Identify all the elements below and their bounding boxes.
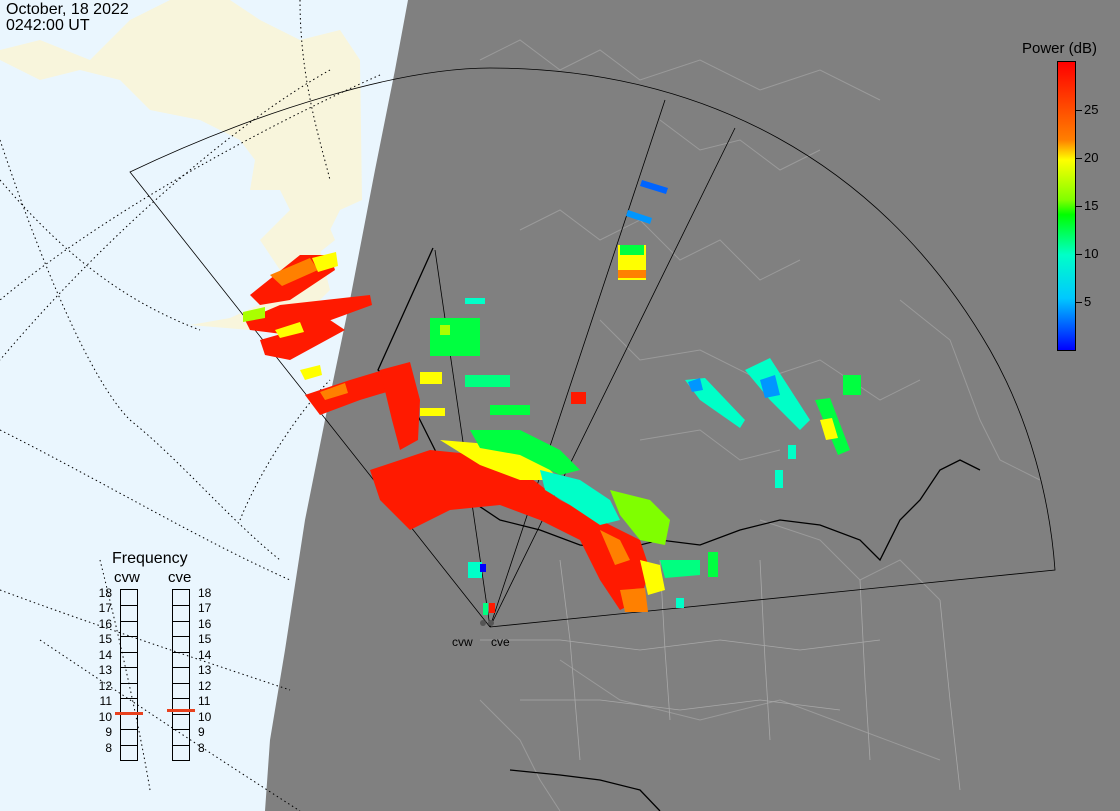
colorbar-tick-label: 10 [1084,246,1099,261]
colorbar-tick [1076,254,1082,255]
frequency-scale-label: 12 [98,678,112,693]
shaded-region [265,0,1120,811]
colorbar-tick [1076,302,1082,303]
colorbar-tick [1076,110,1082,111]
frequency-cell-divider [121,667,137,669]
colorbar-tick-label: 5 [1084,294,1092,309]
frequency-marker-cve [167,708,195,712]
radar-echoes [243,180,861,615]
frequency-scale-label: 12 [198,678,212,693]
frequency-cell-divider [121,744,137,746]
frequency-scale-label: 18 [98,586,112,600]
frequency-label-cve: cve [168,569,192,586]
frequency-scale-label: 9 [198,725,205,740]
frequency-marker-cvw [115,711,143,715]
frequency-cell-divider [121,620,137,622]
colorbar-tick [1076,206,1082,207]
state-borders [480,559,961,791]
frequency-scale-label: 13 [98,663,112,678]
frequency-cell-divider [173,667,189,669]
site-marker-cvw [480,620,486,626]
frequency-cell-divider [173,698,189,700]
frequency-cell-divider [173,620,189,622]
coastlines [479,39,1041,811]
colorbar-tick-label: 25 [1084,102,1099,117]
frequency-cell-divider [173,682,189,684]
frequency-scale-label: 10 [98,709,112,724]
colorbar-tick-label: 15 [1084,198,1099,213]
frequency-scale-label: 17 [98,601,112,616]
colorbar-title: Power (dB) [1022,40,1098,57]
frequency-cell-divider [173,636,189,638]
frequency-scale-label: 11 [99,694,112,709]
frequency-cell-divider [121,729,137,731]
time-label: 0242:00 UT [6,17,90,34]
frequency-title: Frequency [112,550,188,567]
site-marker-cve [488,620,494,626]
frequency-scale-label: 18 [198,586,212,600]
site-label-cve: cve [491,635,510,649]
date-label: October, 18 2022 [6,1,129,18]
frequency-cell-divider [173,651,189,653]
frequency-scale-cve [172,589,190,761]
frequency-scale-label: 16 [198,616,212,631]
power-colorbar [1057,61,1076,351]
frequency-cell-divider [121,636,137,638]
frequency-scale-label: 13 [198,663,212,678]
frequency-cell-divider [121,682,137,684]
frequency-scale-label: 10 [198,709,212,724]
frequency-scale-cvw [120,589,138,761]
frequency-cell-divider [121,605,137,607]
frequency-cell-divider [173,744,189,746]
frequency-scale-label: 8 [105,740,112,755]
frequency-cell-divider [173,713,189,715]
colorbar-tick-label: 20 [1084,150,1099,165]
frequency-scale-label: 15 [98,632,112,647]
site-label-cvw: cvw [452,635,473,649]
frequency-scale-label: 9 [105,725,112,740]
frequency-scale-label: 16 [98,616,112,631]
frequency-scale-label: 11 [198,694,211,709]
frequency-scale-label: 17 [198,601,212,616]
frequency-label-cvw: cvw [114,569,140,586]
frequency-scale-label: 14 [98,647,112,662]
frequency-cell-divider [173,605,189,607]
frequency-scale-label: 8 [198,740,205,755]
frequency-scale-label: 14 [198,647,212,662]
frequency-scale-label: 15 [198,632,212,647]
frequency-cell-divider [121,651,137,653]
radar-field-of-view [129,67,1056,628]
colorbar-tick [1076,158,1082,159]
unshaded-land [0,0,362,330]
frequency-cell-divider [173,729,189,731]
frequency-cell-divider [121,698,137,700]
